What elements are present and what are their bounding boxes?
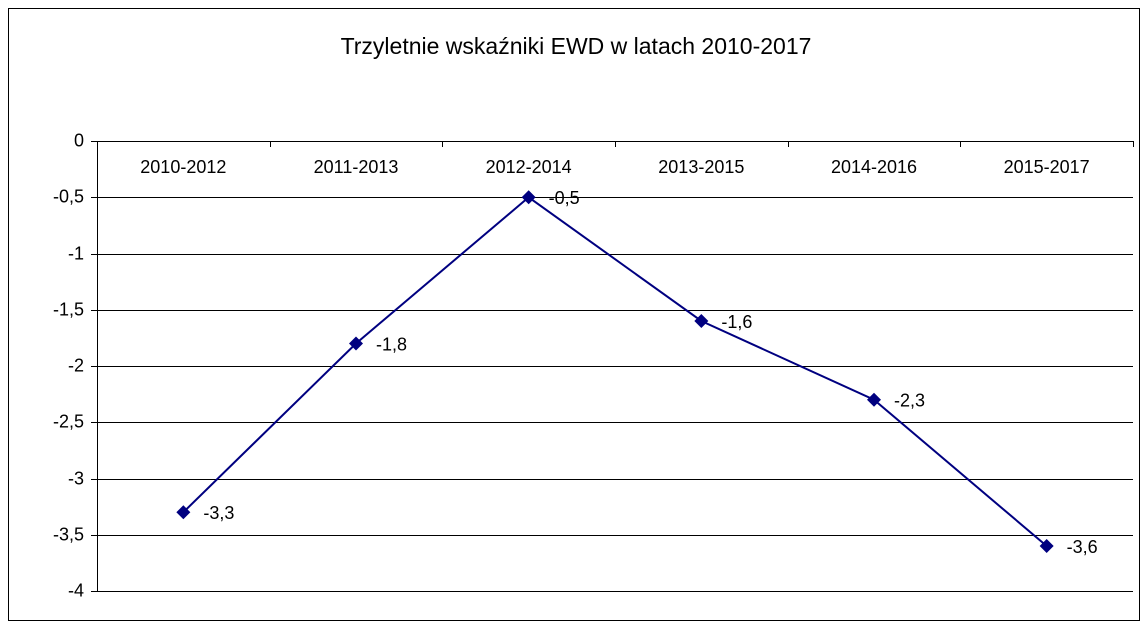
data-point xyxy=(694,314,709,328)
x-tick-label: 2010-2012 xyxy=(140,157,226,177)
y-tick-label: -1 xyxy=(68,243,84,263)
data-label: -3,6 xyxy=(1067,537,1098,557)
x-tick-label: 2015-2017 xyxy=(1004,157,1090,177)
y-tick-label: -3,5 xyxy=(53,524,84,544)
y-tick-label: -1,5 xyxy=(53,299,84,319)
x-tick-label: 2011-2013 xyxy=(314,157,399,177)
y-tick-label: -2 xyxy=(68,355,84,375)
data-point xyxy=(1039,539,1054,553)
data-point xyxy=(349,336,363,351)
data-label: -0,5 xyxy=(549,188,580,208)
data-point xyxy=(867,392,881,407)
data-label: -2,3 xyxy=(894,391,925,411)
chart-border xyxy=(8,8,1140,621)
y-tick-label: -3 xyxy=(68,468,84,488)
y-tick-label: -4 xyxy=(68,580,84,600)
data-label: -3,3 xyxy=(203,503,234,523)
y-tick-label: -0,5 xyxy=(53,186,84,206)
y-tick-label: -2,5 xyxy=(53,411,84,431)
chart-title: Trzyletnie wskaźniki EWD w latach 2010-2… xyxy=(341,33,812,59)
data-line xyxy=(182,195,1048,547)
data-label: -1,6 xyxy=(721,312,752,332)
data-point xyxy=(521,190,536,205)
data-point xyxy=(176,505,191,520)
x-tick-label: 2012-2014 xyxy=(486,157,572,177)
x-tick-label: 2014-2016 xyxy=(831,157,917,177)
data-label: -1,8 xyxy=(376,334,407,354)
x-tick-label: 2013-2015 xyxy=(658,157,744,177)
y-tick-label: 0 xyxy=(74,130,84,150)
